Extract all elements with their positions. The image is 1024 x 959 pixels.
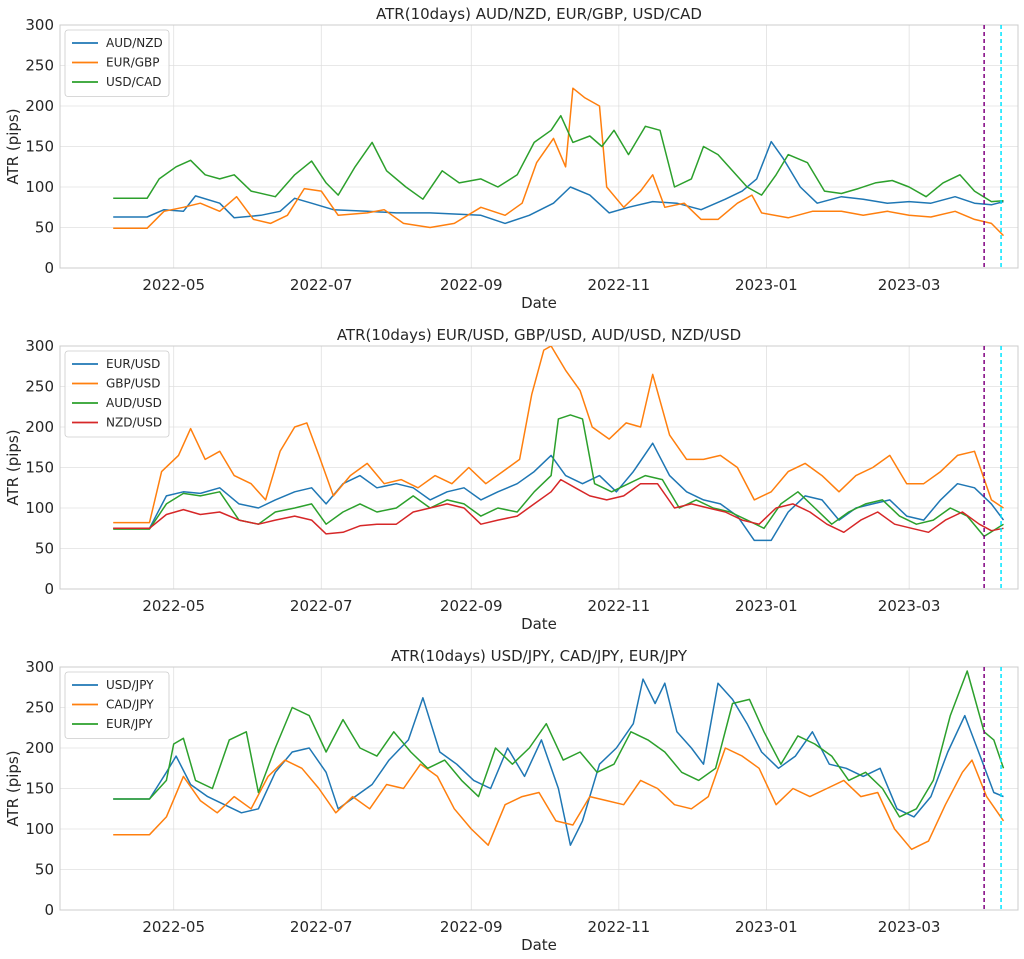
x-tick-label: 2022-05: [142, 276, 205, 294]
series-line-eur-usd: [113, 442, 1005, 542]
legend-label: USD/JPY: [106, 678, 154, 692]
y-tick-label: 150: [25, 459, 54, 477]
series-line-aud-usd: [113, 414, 1004, 538]
series-line-usd-jpy: [113, 678, 1004, 846]
x-tick-label: 2022-11: [587, 597, 650, 615]
plot-frame: [59, 666, 1019, 911]
y-tick-label: 250: [25, 378, 54, 396]
x-tick-label: 2022-05: [142, 597, 205, 615]
x-tick-label: 2022-11: [587, 918, 650, 936]
series-line-cad-jpy: [113, 747, 1005, 851]
series-line-eur-gbp: [113, 87, 1005, 237]
y-axis-label: ATR (pips): [4, 429, 22, 505]
chart-title: ATR(10days) AUD/NZD, EUR/GBP, USD/CAD: [376, 5, 702, 23]
y-tick-label: 50: [35, 219, 54, 237]
y-axis-label: ATR (pips): [4, 750, 22, 826]
x-axis-label: Date: [521, 615, 557, 633]
y-tick-label: 100: [25, 499, 54, 517]
legend: AUD/NZD EUR/GBP USD/CAD: [64, 29, 170, 97]
legend-label: CAD/JPY: [106, 698, 154, 712]
x-tick-label: 2022-11: [587, 276, 650, 294]
legend-label: AUD/NZD: [106, 36, 163, 50]
y-tick-label: 150: [25, 780, 54, 798]
legend: EUR/USD GBP/USD AUD/USD NZD/USD: [64, 350, 170, 438]
y-tick-label: 150: [25, 138, 54, 156]
legend-label: NZD/USD: [106, 416, 162, 430]
legend-box: [64, 671, 170, 739]
legend-box: [64, 350, 170, 438]
series-line-nzd-usd: [113, 478, 1004, 535]
series-line-usd-cad: [113, 114, 1004, 203]
y-axis-label: ATR (pips): [4, 108, 22, 184]
y-tick-label: 200: [25, 97, 54, 115]
y-tick-label: 0: [44, 580, 54, 598]
x-tick-label: 2023-03: [878, 597, 941, 615]
legend-label: EUR/JPY: [106, 717, 153, 731]
x-tick-label: 2022-09: [440, 597, 503, 615]
legend-box: [64, 29, 170, 97]
series-line-aud-nzd: [113, 140, 1004, 225]
series-group: [113, 670, 1005, 851]
plot-frame: [59, 24, 1019, 269]
y-tick-label: 200: [25, 739, 54, 757]
y-tick-label: 300: [25, 337, 54, 355]
y-tick-label: 250: [25, 699, 54, 717]
x-tick-label: 2023-03: [878, 918, 941, 936]
x-tick-label: 2022-07: [290, 276, 353, 294]
legend-label: USD/CAD: [106, 75, 162, 89]
legend-label: EUR/USD: [106, 357, 160, 371]
series-group: [113, 87, 1005, 237]
x-tick-label: 2022-09: [440, 276, 503, 294]
x-tick-label: 2023-01: [735, 276, 798, 294]
y-tick-label: 200: [25, 418, 54, 436]
y-tick-label: 0: [44, 259, 54, 277]
x-tick-label: 2022-09: [440, 918, 503, 936]
y-tick-label: 300: [25, 658, 54, 676]
x-tick-label: 2023-01: [735, 918, 798, 936]
x-tick-label: 2022-05: [142, 918, 205, 936]
y-tick-label: 50: [35, 540, 54, 558]
x-tick-label: 2023-03: [878, 276, 941, 294]
legend-label: AUD/USD: [106, 396, 162, 410]
y-tick-label: 250: [25, 57, 54, 75]
x-tick-label: 2023-01: [735, 597, 798, 615]
legend-label: GBP/USD: [106, 377, 160, 391]
y-tick-label: 100: [25, 178, 54, 196]
y-tick-label: 50: [35, 861, 54, 879]
series-line-eur-jpy: [113, 670, 1005, 818]
chart-panel-2: 0 50 100 150 200 250 300 2022-05 2022-07 2022-09 2…: [4, 326, 1019, 633]
plot-frame: [59, 345, 1019, 590]
legend-label: EUR/GBP: [106, 56, 160, 70]
x-tick-label: 2022-07: [290, 918, 353, 936]
legend: USD/JPY CAD/JPY EUR/JPY: [64, 671, 170, 739]
x-axis-label: Date: [521, 294, 557, 312]
y-tick-label: 0: [44, 901, 54, 919]
chart-panel-3: 0 50 100 150 200 250 300 2022-05 2022-07 2022-09 2…: [4, 647, 1019, 954]
chart-title: ATR(10days) EUR/USD, GBP/USD, AUD/USD, N…: [337, 326, 741, 344]
y-tick-label: 300: [25, 16, 54, 34]
series-group: [113, 346, 1005, 542]
y-tick-label: 100: [25, 820, 54, 838]
x-axis-label: Date: [521, 936, 557, 954]
x-tick-label: 2022-07: [290, 597, 353, 615]
series-line-gbp-usd: [113, 346, 1004, 524]
chart-panel-1: 0 50 100 150 200 250 300 2022-05 2022-07 2022-09 2…: [4, 5, 1019, 312]
chart-title: ATR(10days) USD/JPY, CAD/JPY, EUR/JPY: [391, 647, 688, 665]
